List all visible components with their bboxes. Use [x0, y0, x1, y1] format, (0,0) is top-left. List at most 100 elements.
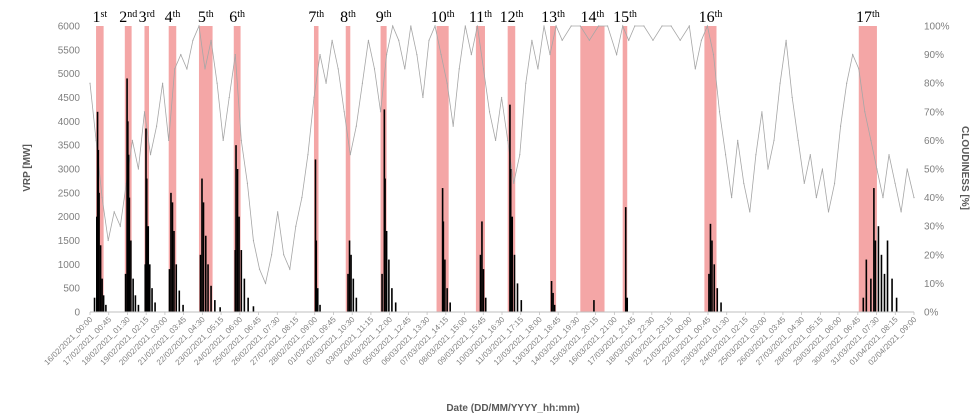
vrp-bar-59: [384, 178, 386, 312]
cloudiness-point-16: [186, 68, 188, 70]
vrp-bar-32: [199, 254, 202, 312]
cloudiness-point-111: [797, 139, 799, 141]
vrp-bar-79: [550, 281, 553, 312]
vrp-bar-84: [626, 297, 629, 312]
cloudiness-point-79: [570, 25, 572, 27]
vrp-bar-63: [394, 302, 397, 312]
paroxysm-band-17: [858, 26, 877, 312]
paroxysm-label-1: 1st: [93, 9, 108, 26]
cloudiness-point-71: [519, 154, 521, 156]
vrp-bar-4: [98, 192, 100, 312]
cloudiness-point-122: [864, 111, 866, 113]
x-axis-tick-labels: 16/02/2021_00:0017/02/2021_00:4518/02/20…: [42, 312, 919, 367]
paroxysm-band-16: [704, 26, 717, 312]
cloudiness-point-78: [561, 39, 563, 41]
vrp-bar-98: [883, 273, 886, 312]
vrp-bar-95: [874, 240, 877, 312]
vrp-bar-78: [520, 300, 523, 312]
cloudiness-point-26: [246, 182, 248, 184]
cloudiness-point-127: [894, 182, 896, 184]
right-tick-label: 50%: [924, 165, 944, 176]
cloudiness-point-40: [331, 39, 333, 41]
paroxysm-label-15: 15th: [613, 9, 637, 26]
left-tick-label: 0: [74, 308, 80, 319]
cloudiness-point-77: [555, 25, 557, 27]
cloudiness-point-29: [264, 282, 267, 284]
cloudiness-point-52: [404, 68, 406, 70]
cloudiness-point-115: [821, 168, 824, 170]
cloudiness-point-63: [470, 54, 472, 56]
vrp-bar-65: [442, 221, 445, 312]
cloudiness-point-49: [386, 54, 388, 56]
cloudiness-point-112: [803, 182, 805, 184]
paroxysm-label-5: 5th: [198, 9, 214, 26]
cloudiness-point-81: [588, 39, 590, 41]
x-axis-title: Date (DD/MM/YYYY_hh:mm): [446, 403, 579, 414]
vrp-bar-8: [105, 304, 107, 312]
cloudiness-point-31: [277, 211, 279, 213]
cloudiness-point-50: [392, 25, 394, 27]
left-tick-label: 5000: [58, 69, 81, 80]
cloudiness-point-83: [606, 25, 609, 27]
vrp-bar-35: [204, 235, 207, 312]
cloudiness-point-97: [712, 54, 715, 56]
vrp-bar-92: [865, 259, 868, 312]
left-tick-label: 3000: [58, 165, 81, 176]
cloudiness-point-117: [833, 182, 836, 184]
cloudiness-point-96: [706, 25, 709, 27]
paroxysm-label-13: 13th: [541, 9, 565, 26]
cloudiness-point-121: [858, 68, 860, 70]
cloudiness-point-89: [652, 39, 654, 41]
cloudiness-point-106: [767, 168, 769, 170]
vrp-bar-97: [880, 254, 883, 312]
cloudiness-point-95: [700, 39, 702, 41]
left-tick-label: 6000: [58, 22, 81, 33]
left-axis-tick-labels: 0 500 1000 1500 2000 2500 3000 3500 4000 4500 5000…: [58, 22, 81, 319]
cloudiness-point-68: [501, 96, 503, 99]
cloudiness-point-20: [210, 39, 212, 41]
left-tick-label: 1000: [58, 260, 81, 271]
cloudiness-point-118: [840, 125, 842, 127]
paroxysm-label-14: 14th: [581, 9, 605, 26]
vrp-bar-76: [513, 254, 516, 312]
cloudiness-point-18: [198, 25, 200, 27]
cloudiness-point-129: [906, 168, 908, 170]
cloudiness-point-48: [379, 111, 382, 113]
vrp-bar-50: [316, 288, 319, 312]
cloudiness-line: [89, 24, 915, 285]
right-tick-label: 40%: [924, 193, 944, 204]
cloudiness-point-109: [785, 39, 787, 41]
cloudiness-point-80: [579, 25, 581, 27]
vrp-bar-48: [314, 159, 317, 312]
vrp-bar-56: [355, 297, 358, 312]
vrp-bar-93: [870, 278, 872, 312]
vrp-bar-9: [124, 273, 127, 312]
cloudiness-point-74: [537, 68, 539, 70]
cloudiness-point-69: [507, 139, 509, 141]
cloudiness-point-34: [295, 225, 297, 227]
cloudiness-point-76: [549, 54, 551, 56]
left-tick-label: 3500: [58, 141, 81, 152]
vrp-bar-81: [553, 304, 556, 312]
cloudiness-point-114: [815, 197, 817, 199]
cloudiness-point-82: [597, 25, 600, 27]
vrp-bar-60: [385, 230, 388, 312]
vrp-bar-70: [481, 221, 483, 312]
cloudiness-point-22: [222, 139, 224, 141]
vrp-bar-15: [132, 278, 134, 312]
vrp-bar-0: [93, 297, 96, 312]
cloudiness-point-103: [749, 211, 751, 213]
vrp-bar-66: [444, 259, 446, 312]
right-tick-label: 80%: [924, 79, 944, 90]
paroxysm-label-2: 2nd: [119, 9, 137, 26]
cloudiness-point-88: [643, 25, 645, 27]
left-tick-label: 2000: [58, 212, 81, 223]
cloudiness-point-57: [434, 25, 436, 27]
cloudiness-point-119: [846, 82, 848, 84]
vrp-bar-55: [352, 278, 355, 312]
right-tick-label: 20%: [924, 250, 944, 261]
vrp-bar-100: [891, 278, 893, 312]
cloudiness-point-73: [531, 39, 533, 41]
vrp-bar-96: [877, 226, 880, 312]
right-tick-label: 30%: [924, 222, 944, 233]
